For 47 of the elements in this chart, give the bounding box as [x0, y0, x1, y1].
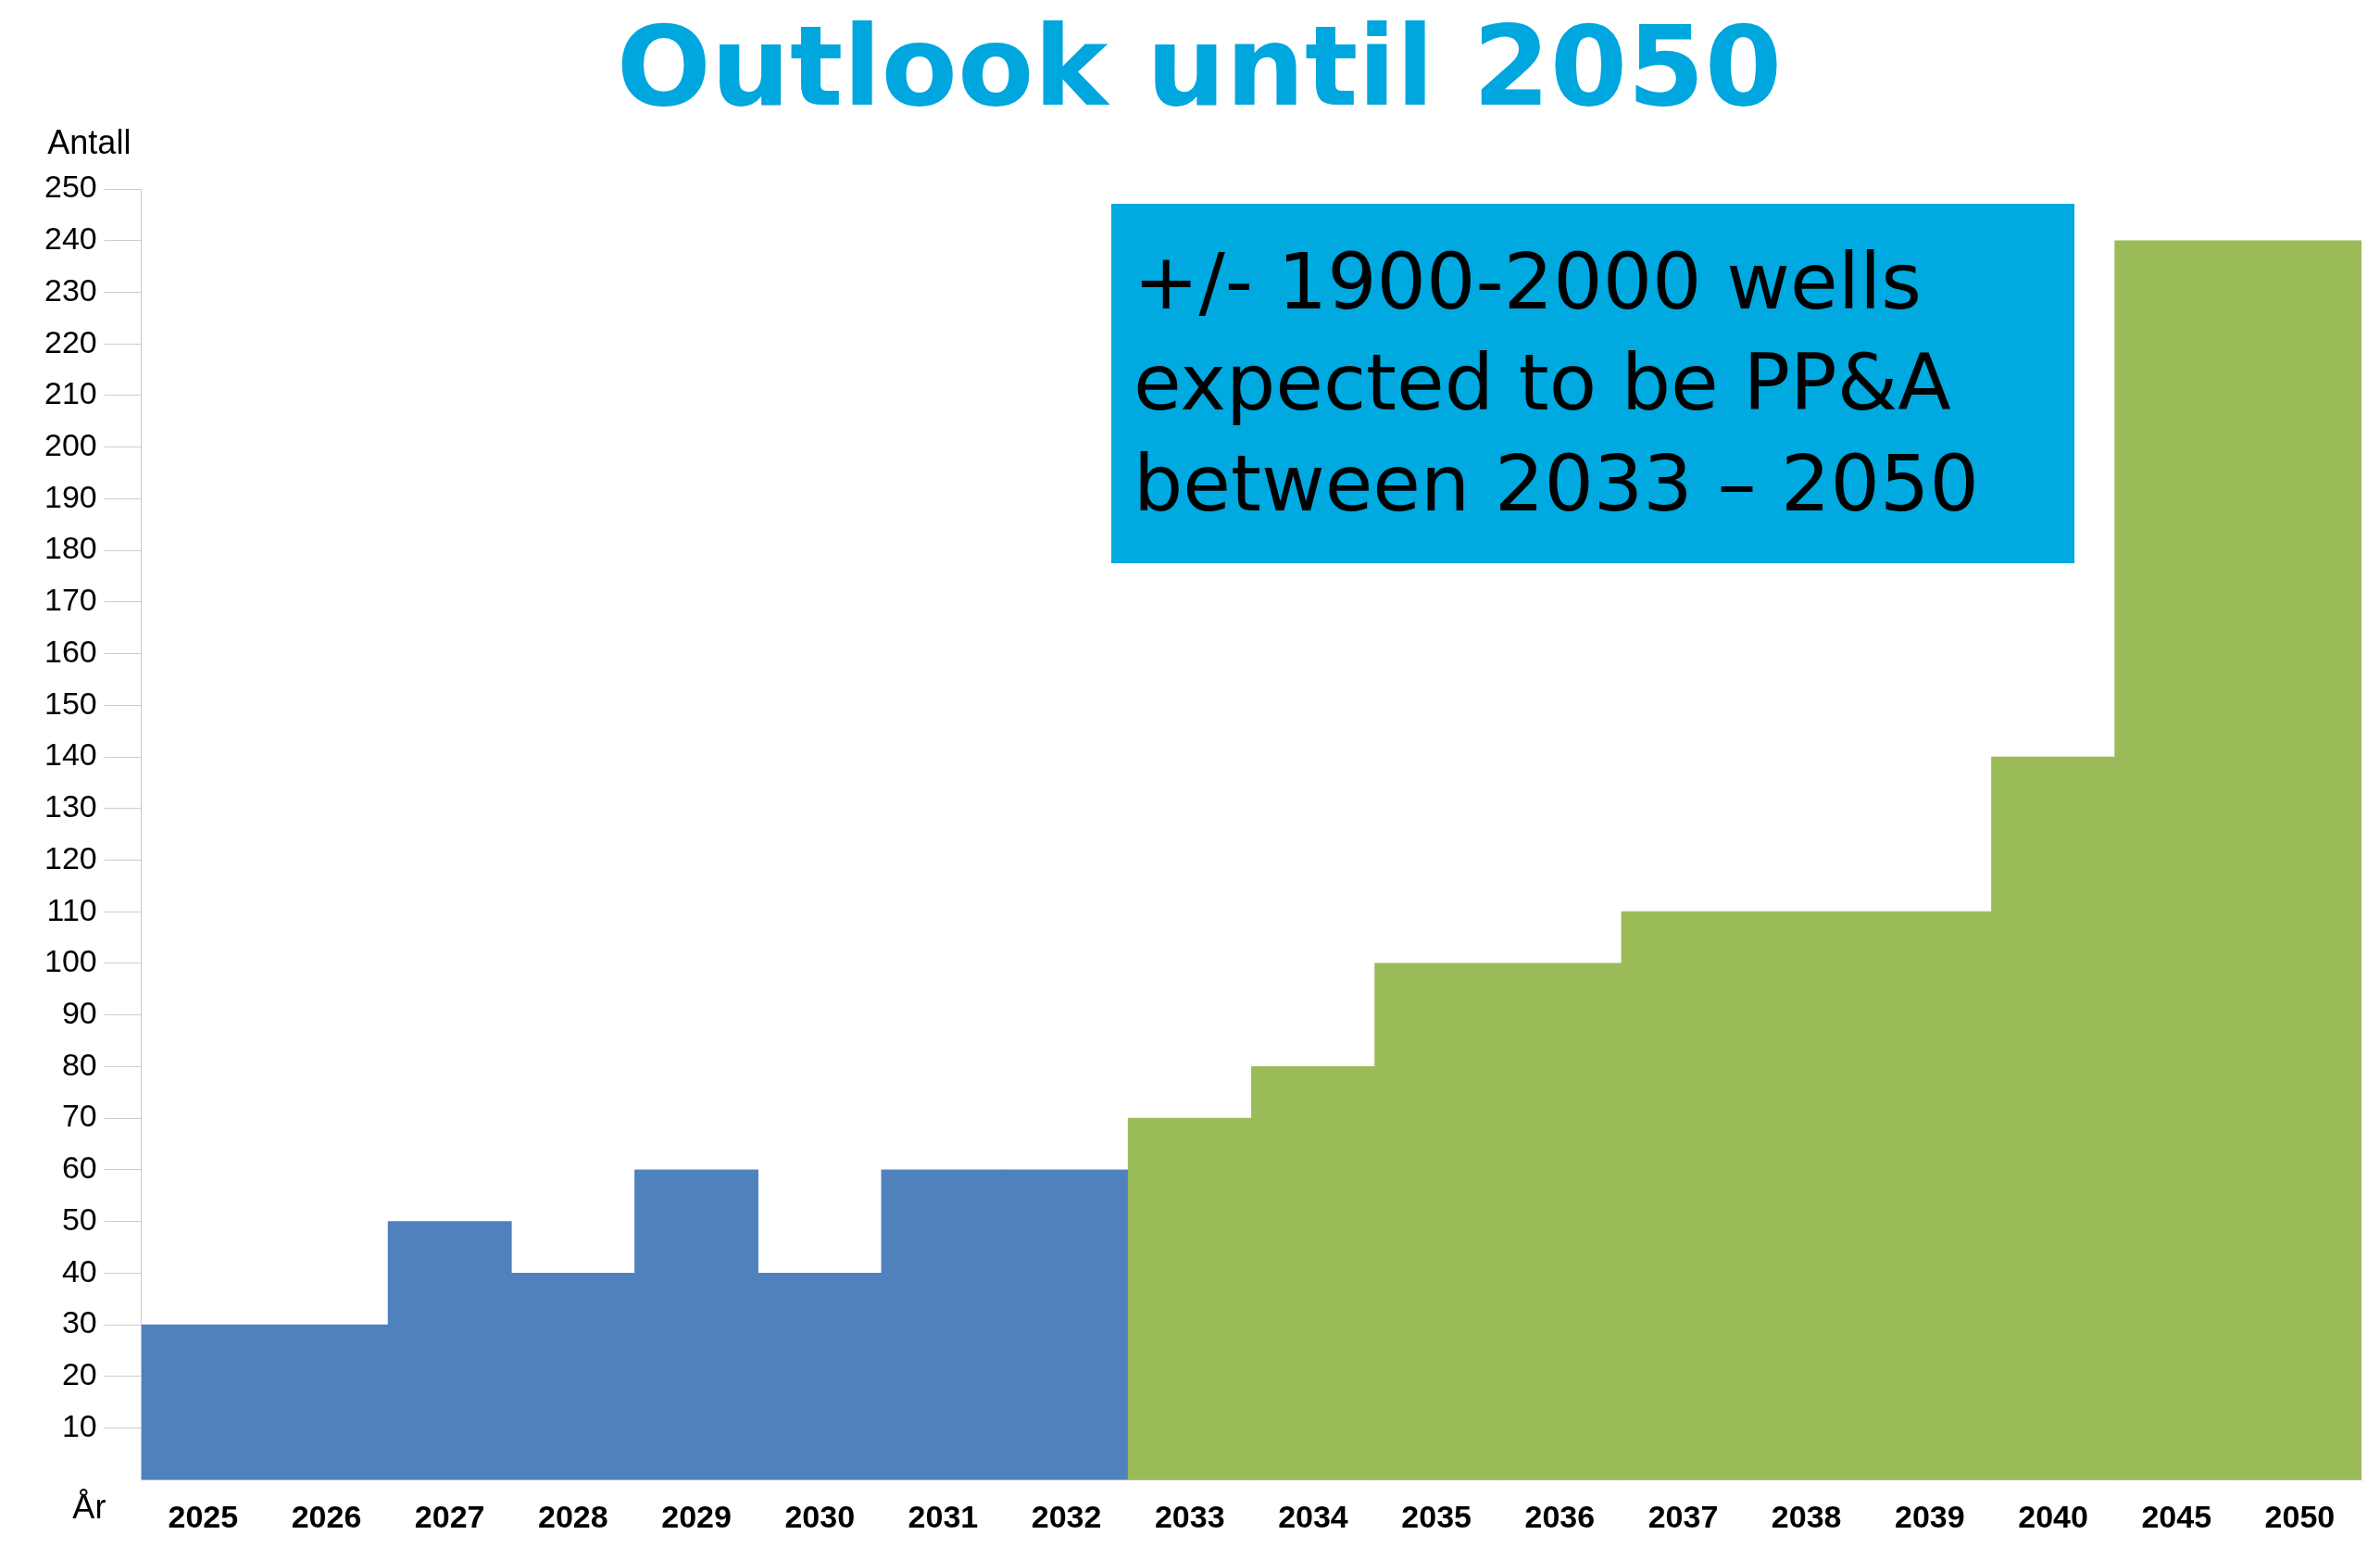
chart-title: Outlook until 2050 — [616, 2, 1783, 132]
y-tick-label: 130 — [44, 788, 97, 824]
x-tick-label: 2036 — [1524, 1498, 1596, 1534]
y-tick-label: 190 — [44, 478, 97, 514]
y-tick-label: 40 — [61, 1252, 97, 1289]
y-tick-label: 60 — [61, 1150, 97, 1186]
y-tick-label: 50 — [61, 1201, 97, 1237]
y-tick-label: 150 — [44, 685, 97, 721]
x-tick-label: 2039 — [1895, 1498, 1965, 1534]
y-tick-label: 90 — [61, 995, 97, 1031]
x-tick-label: 2028 — [538, 1498, 608, 1534]
x-tick-label: 2030 — [784, 1498, 856, 1534]
x-tick-label: 2026 — [291, 1498, 362, 1534]
y-tick-label: 200 — [44, 427, 97, 463]
x-tick-label: 2033 — [1154, 1498, 1225, 1534]
annotation: +/- 1900-2000 wells expected to be PP&A between 2033 – 2050 — [1111, 204, 2074, 563]
y-tick-label: 140 — [44, 736, 97, 773]
y-tick-label: 210 — [44, 375, 97, 411]
y-tick-label: 160 — [44, 633, 97, 669]
x-tick-label: 2037 — [1647, 1498, 1719, 1534]
y-tick-label: 80 — [61, 1046, 97, 1082]
y-tick-label: 240 — [44, 220, 97, 257]
y-tick-label: 170 — [44, 582, 97, 618]
x-tick-label: 2034 — [1278, 1498, 1348, 1534]
x-tick-label: 2027 — [414, 1498, 485, 1534]
y-tick-label: 10 — [61, 1407, 97, 1443]
x-tick-label: 2040 — [2018, 1498, 2088, 1534]
y-tick-label: 220 — [44, 323, 97, 359]
y-tick-label: 180 — [44, 530, 97, 566]
x-tick-label: 2025 — [168, 1498, 239, 1534]
y-axis-title: Antall — [47, 122, 132, 161]
x-tick-label: 2035 — [1401, 1498, 1472, 1534]
y-tick-label: 120 — [44, 839, 97, 875]
x-tick-label: 2029 — [661, 1498, 732, 1534]
y-tick-label: 250 — [44, 169, 97, 205]
x-tick-label: 2032 — [1031, 1498, 1102, 1534]
y-tick-label: 230 — [44, 271, 97, 308]
y-tick-label: 110 — [46, 891, 97, 927]
x-tick-label: 2038 — [1771, 1498, 1842, 1534]
x-axis-title: År — [72, 1488, 106, 1527]
y-tick-label: 70 — [61, 1098, 97, 1134]
x-tick-label: 2031 — [908, 1498, 979, 1534]
y-tick-label: 100 — [44, 943, 97, 979]
x-tick-label: 2050 — [2264, 1498, 2336, 1534]
x-tick-label: 2045 — [2141, 1498, 2212, 1534]
y-tick-label: 20 — [61, 1356, 97, 1392]
y-tick-label: 30 — [61, 1304, 97, 1340]
